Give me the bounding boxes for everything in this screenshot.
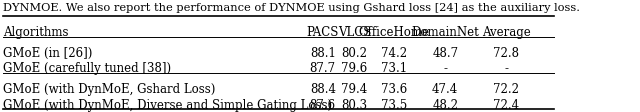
Text: 47.4: 47.4 (432, 83, 458, 96)
Text: -: - (444, 62, 447, 75)
Text: 72.2: 72.2 (493, 83, 520, 96)
Text: GMoE (with DynMoE, Gshard Loss): GMoE (with DynMoE, Gshard Loss) (3, 83, 215, 96)
Text: Algorithms: Algorithms (3, 26, 68, 39)
Text: DomainNet: DomainNet (412, 26, 479, 39)
Text: GMoE (in [26]): GMoE (in [26]) (3, 46, 92, 60)
Text: 72.4: 72.4 (493, 99, 520, 112)
Text: 88.1: 88.1 (310, 46, 336, 60)
Text: 88.4: 88.4 (310, 83, 336, 96)
Text: 74.2: 74.2 (381, 46, 407, 60)
Text: 79.6: 79.6 (341, 62, 367, 75)
Text: 73.6: 73.6 (381, 83, 407, 96)
Text: GMoE (with DynMoE, Diverse and Simple Gating Loss): GMoE (with DynMoE, Diverse and Simple Ga… (3, 99, 332, 112)
Text: OfficeHome: OfficeHome (358, 26, 429, 39)
Text: 72.8: 72.8 (493, 46, 520, 60)
Text: GMoE (carefully tuned [38]): GMoE (carefully tuned [38]) (3, 62, 171, 75)
Text: 48.2: 48.2 (432, 99, 458, 112)
Text: 80.3: 80.3 (342, 99, 367, 112)
Text: 73.5: 73.5 (381, 99, 407, 112)
Text: Average: Average (482, 26, 531, 39)
Text: 73.1: 73.1 (381, 62, 407, 75)
Text: 48.7: 48.7 (432, 46, 458, 60)
Text: 87.6: 87.6 (310, 99, 336, 112)
Text: VLCS: VLCS (338, 26, 371, 39)
Text: 79.4: 79.4 (341, 83, 367, 96)
Text: DYNMOE. We also report the performance of DYNMOE using Gshard loss [24] as the a: DYNMOE. We also report the performance o… (3, 3, 580, 13)
Text: -: - (504, 62, 508, 75)
Text: PACS: PACS (307, 26, 339, 39)
Text: 80.2: 80.2 (342, 46, 367, 60)
Text: 87.7: 87.7 (310, 62, 336, 75)
